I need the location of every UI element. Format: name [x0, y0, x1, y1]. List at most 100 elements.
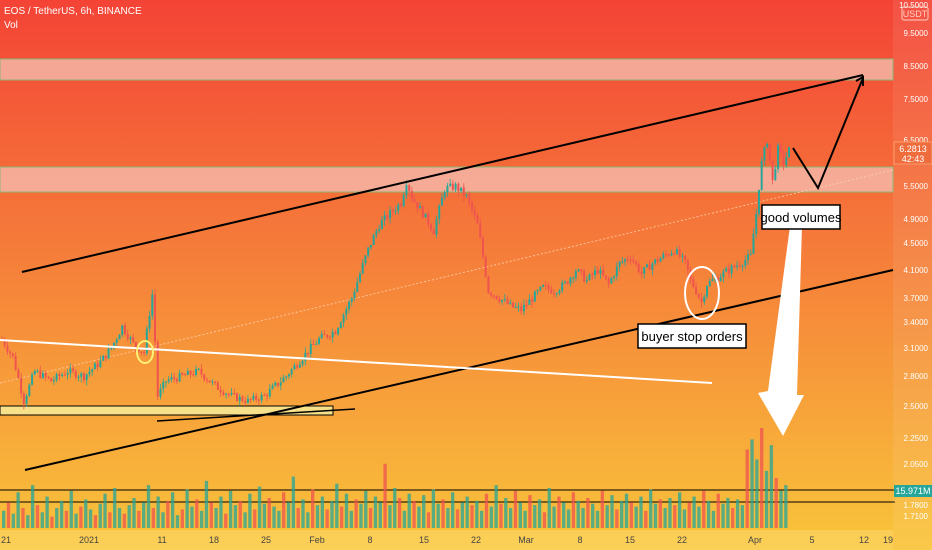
- volume-bar: [528, 495, 532, 528]
- candle-body: [241, 396, 244, 402]
- candle-body: [391, 210, 394, 212]
- candle-body: [181, 372, 184, 375]
- candle-body: [684, 255, 687, 260]
- volume-bar: [533, 505, 537, 528]
- candle-body: [361, 263, 364, 274]
- candle-body: [681, 255, 684, 257]
- candle-body: [66, 373, 69, 375]
- volume-bar: [301, 499, 305, 528]
- current-price-value: 6.2813: [899, 144, 927, 154]
- candle-body: [110, 348, 113, 350]
- volume-bar: [726, 498, 730, 528]
- volume-bar: [243, 512, 247, 528]
- candle-body: [9, 351, 12, 354]
- candle-body: [610, 278, 613, 284]
- projection-path[interactable]: [792, 77, 864, 191]
- volume-bar: [644, 510, 648, 528]
- x-tick-label: 22: [677, 535, 687, 545]
- volume-bar: [581, 508, 585, 528]
- volume-bar: [479, 510, 484, 528]
- volume-bar: [494, 485, 498, 528]
- candle-body: [640, 271, 643, 274]
- volume-bar: [320, 496, 324, 528]
- candle-body: [520, 306, 523, 312]
- candle-body: [6, 345, 9, 352]
- volume-bar: [190, 506, 194, 528]
- candle-body: [233, 392, 236, 394]
- volume-bar: [238, 500, 242, 528]
- candle-body: [706, 286, 709, 297]
- candle-body: [121, 325, 124, 335]
- candle-body: [14, 356, 17, 370]
- countdown-value: 42:43: [902, 154, 925, 164]
- volume-bar: [402, 510, 407, 528]
- candle-body: [421, 206, 424, 218]
- volume-bar: [21, 508, 25, 528]
- candle-body: [394, 210, 397, 212]
- channel-lower-line[interactable]: [24, 269, 894, 471]
- candle-body: [419, 206, 422, 209]
- candle-body: [342, 314, 345, 323]
- volume-bar: [35, 505, 40, 528]
- candle-body: [711, 279, 714, 281]
- y-tick-label: 10.5000: [899, 1, 928, 10]
- volume-bar: [6, 502, 11, 528]
- volume-bar: [692, 496, 696, 528]
- volume-bar: [282, 492, 286, 528]
- candle-body: [364, 255, 367, 264]
- candle-body: [315, 343, 318, 345]
- good-volumes-label: good volumes: [761, 210, 842, 225]
- candle-body: [118, 334, 121, 340]
- candle-body: [427, 213, 430, 225]
- descending-trendline[interactable]: [0, 339, 713, 384]
- candle-body: [555, 293, 558, 295]
- y-axis-panel[interactable]: [893, 0, 932, 550]
- candle-body: [621, 261, 624, 263]
- x-tick-label: Apr: [748, 535, 762, 545]
- y-axis-ticks: 10.5000 9.5000 8.5000 7.5000 6.5000 5.5000 4.9…: [899, 1, 928, 521]
- candle-body: [506, 299, 509, 304]
- candle-body: [788, 147, 790, 158]
- candle-body: [219, 389, 222, 393]
- candle-body: [490, 293, 493, 296]
- candle-body: [492, 295, 495, 297]
- x-tick-label: 15: [625, 535, 635, 545]
- x-axis-panel[interactable]: [0, 530, 893, 550]
- volume-bar: [576, 500, 580, 528]
- currency-badge[interactable]: [901, 6, 929, 21]
- volume-bar: [170, 492, 175, 528]
- projection-arrowhead: [855, 75, 864, 86]
- candle-body: [143, 352, 146, 354]
- candle-body: [339, 322, 342, 329]
- volume-bar: [513, 490, 518, 528]
- channel-upper-line[interactable]: [21, 74, 864, 273]
- volume-bar: [209, 502, 213, 528]
- good-volumes-box[interactable]: [761, 204, 841, 230]
- candle-body: [154, 294, 157, 342]
- volume-bar: [552, 506, 556, 528]
- volume-bar: [702, 490, 706, 528]
- volume-bar: [349, 510, 353, 528]
- candle-body: [643, 267, 646, 274]
- y-tick-label: 2.5000: [904, 402, 929, 411]
- volume-bar: [373, 496, 378, 528]
- candle-body: [487, 276, 490, 294]
- buyer-stop-box[interactable]: [637, 323, 747, 349]
- volume-bar: [455, 509, 460, 528]
- volume-bar: [16, 492, 20, 528]
- candle-body: [63, 374, 66, 376]
- candle-body: [17, 369, 20, 378]
- candle-body: [175, 378, 178, 382]
- candle-body: [457, 183, 460, 192]
- candle-body: [703, 296, 706, 302]
- candle-body: [708, 280, 711, 287]
- candle-body: [244, 401, 247, 403]
- support-line: [156, 408, 356, 422]
- candle-body: [104, 355, 107, 359]
- volume-bar: [185, 489, 189, 528]
- volume-bar: [446, 508, 450, 528]
- candle-body: [577, 269, 580, 272]
- volume-bar: [156, 496, 160, 528]
